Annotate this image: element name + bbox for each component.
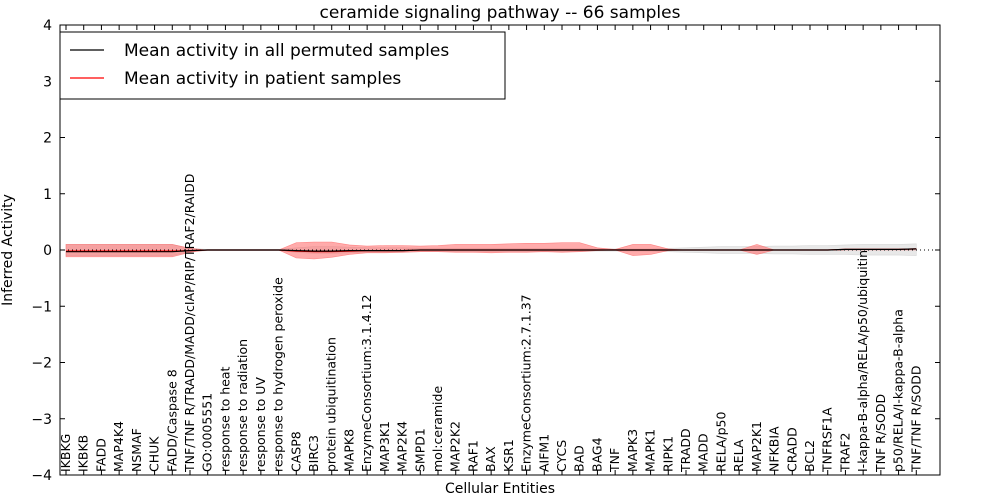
- x-tick-label: MAPK1: [643, 429, 658, 472]
- x-tick-label: TNF/TNF R/SODD: [908, 366, 923, 473]
- legend-label-permuted: Mean activity in all permuted samples: [124, 41, 449, 61]
- x-tick-label: BAD: [572, 445, 587, 472]
- x-tick-label: MAPK3: [625, 429, 640, 472]
- x-tick-label: CASP8: [288, 431, 303, 472]
- x-tick-label: MAPK8: [341, 429, 356, 472]
- x-tick-label: RAF1: [465, 440, 480, 472]
- chart-title: ceramide signaling pathway -- 66 samples: [320, 3, 681, 23]
- y-tick-label: −1: [31, 299, 52, 315]
- x-tick-label: CHUK: [147, 436, 162, 472]
- x-tick-label: p50/RELA/I-kappa-B-alpha: [891, 309, 906, 472]
- x-tick-label: response to radiation: [235, 339, 250, 472]
- x-tick-label: BIRC3: [306, 435, 321, 472]
- y-tick-label: −3: [31, 412, 52, 428]
- x-tick-label: TNF R/SODD: [873, 394, 888, 473]
- x-tick-label: BAG4: [589, 437, 604, 472]
- x-tick-label: IKBKG: [58, 434, 73, 472]
- x-tick-label: CRADD: [784, 427, 799, 472]
- legend-label-patient: Mean activity in patient samples: [124, 69, 401, 89]
- y-tick-label: 1: [43, 187, 52, 203]
- legend: Mean activity in all permuted samples Me…: [59, 31, 506, 100]
- x-tick-label: TNFRSF1A: [820, 407, 835, 473]
- x-tick-label: KSR1: [501, 439, 516, 472]
- x-tick-label: MAP3K1: [377, 421, 392, 472]
- series-line-0: [66, 248, 917, 253]
- x-tick-label: MAP2K2: [448, 421, 463, 472]
- x-tick-label: EnzymeConsortium:2.7.1.37: [519, 294, 534, 472]
- x-tick-label: MAP2K1: [749, 421, 764, 472]
- x-axis: IKBKG IKBKB FADD MAP4K4 NSMAF CHUK FADD/Caspas…: [58, 25, 923, 475]
- x-tick-label: CYCS: [554, 440, 569, 472]
- series-lines: [66, 248, 917, 253]
- y-axis: −4 −3 −2 −1 0 1 2 3 4: [31, 18, 940, 484]
- x-tick-label: response to heat: [217, 366, 232, 472]
- x-tick-label: BCL2: [802, 440, 817, 472]
- legend-box: [59, 31, 506, 100]
- x-tick-label: MAP4K4: [111, 421, 126, 472]
- x-tick-label: I-kappa-B-alpha/RELA/p50/ubiquitin: [855, 250, 870, 472]
- x-tick-label: FADD: [93, 438, 108, 472]
- x-tick-label: RIPK1: [660, 436, 675, 472]
- x-tick-label: TRADD: [678, 428, 693, 473]
- x-tick-label: protein ubiquitination: [324, 337, 339, 472]
- x-tick-label: TNF: [607, 448, 622, 473]
- x-tick-label: FADD/Caspase 8: [164, 369, 179, 472]
- x-tick-label: TRAF2: [837, 432, 852, 473]
- x-tick-label: SMPD1: [412, 428, 427, 472]
- y-axis-title: Inferred Activity: [0, 194, 16, 306]
- x-axis-title: Cellular Entities: [445, 481, 555, 497]
- x-tick-label: GO:0005551: [200, 393, 215, 472]
- x-tick-label: TNF/TNF R/TRADD/MADD/cIAP/RIP/TRAF2/RAID…: [182, 174, 197, 473]
- y-tick-label: 0: [43, 243, 52, 259]
- x-tick-label: mol:ceramide: [430, 386, 445, 472]
- x-tick-label: RELA/p50: [713, 412, 728, 472]
- x-tick-label: MAP2K4: [395, 421, 410, 472]
- x-tick-label: RELA: [731, 439, 746, 472]
- x-tick-label: IKBKB: [76, 435, 91, 472]
- x-tick-label: NFKBIA: [767, 426, 782, 472]
- x-tick-label: response to UV: [253, 377, 268, 472]
- x-tick-label: AIFM1: [536, 434, 551, 472]
- y-tick-label: 3: [43, 74, 52, 90]
- x-tick-label: response to hydrogen peroxide: [271, 277, 286, 472]
- y-tick-label: −4: [31, 468, 52, 484]
- x-tick-label: NSMAF: [129, 428, 144, 472]
- y-tick-label: −2: [31, 356, 52, 372]
- y-tick-label: 4: [43, 18, 52, 34]
- x-tick-label: MADD: [696, 433, 711, 472]
- x-tick-label: EnzymeConsortium:3.1.4.12: [359, 294, 374, 472]
- x-tick-label: BAX: [483, 446, 498, 472]
- y-tick-label: 2: [43, 131, 52, 147]
